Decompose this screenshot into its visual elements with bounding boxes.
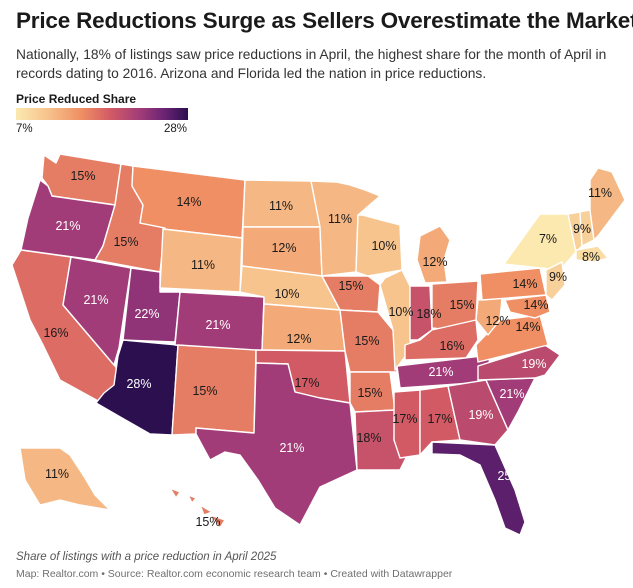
state-fl: [431, 441, 526, 536]
state-label-nd: 11%: [269, 199, 293, 213]
state-label-ne: 10%: [274, 287, 299, 301]
state-label-mt: 14%: [176, 195, 201, 209]
labels-layer: 15% 21% 16% 15% 21% 22% 28% 14% 11% 21% 15% 11% 12% 1…: [43, 169, 612, 529]
state-label-il: 10%: [388, 305, 413, 319]
state-label-nc: 19%: [521, 357, 546, 371]
state-label-ok: 17%: [294, 376, 319, 390]
state-label-sc: 21%: [499, 387, 524, 401]
legend-min-label: 7%: [16, 123, 33, 135]
state-ak: [19, 447, 111, 511]
state-label-mn: 11%: [328, 212, 352, 226]
state-label-ga: 19%: [468, 408, 493, 422]
state-label-ut: 22%: [134, 307, 159, 321]
legend-title: Price Reduced Share: [16, 92, 137, 106]
state-label-ma: 8%: [582, 250, 600, 264]
state-tx: [195, 362, 358, 526]
state-mi: [416, 225, 451, 284]
state-me: [589, 167, 626, 241]
state-label-wi: 10%: [371, 239, 396, 253]
legend-max-label: 28%: [164, 123, 188, 135]
state-label-ks: 12%: [286, 332, 311, 346]
state-label-ky: 16%: [439, 339, 464, 353]
states-layer: [11, 153, 626, 536]
legend-color-scale: [16, 108, 188, 120]
state-label-mi: 12%: [422, 255, 447, 269]
state-ma: [575, 245, 609, 263]
state-label-la: 18%: [356, 431, 381, 445]
state-label-in: 18%: [416, 307, 441, 321]
state-label-nm: 15%: [192, 384, 217, 398]
state-label-az: 28%: [126, 377, 151, 391]
state-mo: [339, 309, 398, 373]
state-hi: [169, 487, 226, 529]
chart-title: Price Reductions Surge as Sellers Overes…: [16, 8, 633, 33]
state-label-co: 21%: [205, 318, 230, 332]
state-label-wy: 11%: [191, 258, 215, 272]
chart-source: Map: Realtor.com • Source: Realtor.com e…: [16, 568, 453, 580]
state-label-or: 21%: [55, 219, 80, 233]
state-nv: [62, 256, 132, 366]
state-nj: [545, 261, 566, 301]
state-mn: [310, 180, 381, 277]
state-label-hi: 15%: [195, 515, 220, 529]
chart-subtitle: Nationally, 18% of listings saw price re…: [16, 47, 607, 81]
state-label-oh: 15%: [449, 298, 474, 312]
state-label-vt: 9%: [573, 222, 591, 236]
state-label-nv: 21%: [83, 293, 108, 307]
state-label-wv: 12%: [485, 314, 510, 328]
state-label-id: 15%: [113, 235, 138, 249]
state-al: [419, 385, 461, 456]
state-label-ak: 11%: [45, 467, 69, 481]
state-label-wa: 15%: [70, 169, 95, 183]
state-label-tn: 21%: [428, 365, 453, 379]
state-label-pa: 14%: [512, 277, 537, 291]
state-label-me: 11%: [588, 186, 612, 200]
state-label-md: 14%: [523, 298, 548, 312]
state-label-ar: 15%: [357, 386, 382, 400]
state-md: [504, 294, 551, 319]
state-label-ca: 16%: [43, 326, 68, 340]
chart-note: Share of listings with a price reduction…: [16, 551, 277, 563]
state-ky: [404, 319, 479, 361]
state-ms: [393, 389, 421, 459]
state-label-ia: 15%: [338, 279, 363, 293]
state-label-ms: 17%: [392, 412, 417, 426]
state-label-va: 14%: [515, 320, 540, 334]
state-label-sd: 12%: [271, 241, 296, 255]
state-label-tx: 21%: [279, 441, 304, 455]
state-ia: [321, 275, 381, 313]
state-wi: [355, 214, 403, 277]
state-label-mo: 15%: [354, 334, 379, 348]
state-il: [379, 269, 413, 371]
state-label-ny: 7%: [539, 232, 557, 246]
state-label-fl: 25%: [497, 469, 522, 483]
state-label-nj: 9%: [549, 270, 567, 284]
state-label-al: 17%: [427, 412, 452, 426]
